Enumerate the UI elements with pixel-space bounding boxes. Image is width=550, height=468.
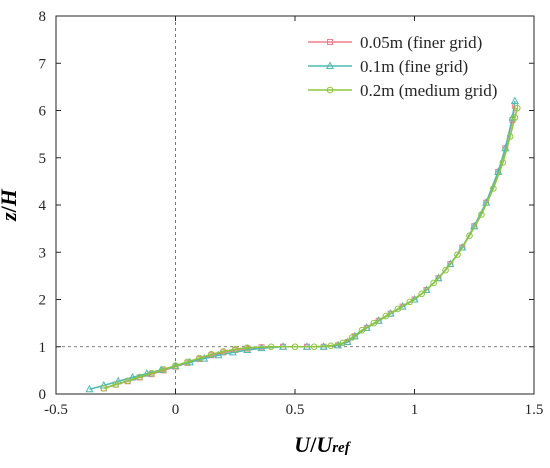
data-point-circle <box>442 266 449 274</box>
series-layer <box>85 96 521 393</box>
data-point-circle <box>349 334 356 341</box>
legend: 0.05m (finer grid) 0.1m (fine grid) 0.2m (… <box>308 33 497 100</box>
legend-marker-triangle <box>325 61 335 69</box>
y-tick-label: 8 <box>39 9 47 25</box>
data-point-circle <box>136 373 143 381</box>
x-tick-label: 0 <box>172 402 180 418</box>
series-line-circle <box>103 107 519 390</box>
data-point-triangle <box>446 259 455 268</box>
data-point-circle <box>172 362 179 369</box>
data-point-triangle <box>85 384 94 393</box>
data-point-circle <box>430 279 437 287</box>
data-point-circle <box>339 339 347 347</box>
data-point-circle <box>406 298 414 306</box>
y-axis-title-slash: / <box>0 205 21 213</box>
legend-entry-square: 0.05m (finer grid) <box>308 33 482 52</box>
y-tick-label: 5 <box>39 151 47 167</box>
data-point-circle <box>327 342 335 350</box>
legend-marker-square <box>327 39 333 45</box>
reference-lines <box>56 16 534 394</box>
legend-label: 0.2m (medium grid) <box>360 81 497 100</box>
x-axis-title-main: U <box>294 432 311 457</box>
x-tick-label: 1.5 <box>525 402 544 418</box>
data-point-circle <box>394 305 402 313</box>
x-axis-title-base: U <box>316 432 333 457</box>
data-point-circle <box>231 345 239 353</box>
y-tick-label: 4 <box>39 198 47 214</box>
x-axis-title: U/Uref <box>294 432 351 457</box>
data-point-circle <box>454 251 461 258</box>
data-point-triangle <box>510 96 519 105</box>
data-point-circle <box>124 377 131 385</box>
y-tick-label: 2 <box>39 293 47 309</box>
legend-entry-triangle: 0.1m (fine grid) <box>308 57 468 76</box>
x-tick-label: -0.5 <box>44 402 68 418</box>
x-axis-title-slash: / <box>309 432 317 457</box>
data-point-circle <box>208 351 215 358</box>
data-point-circle <box>291 343 299 351</box>
data-point-triangle <box>458 242 467 251</box>
data-point-circle <box>220 348 227 355</box>
data-point-circle <box>418 290 425 298</box>
y-axis-title-main: z <box>0 212 21 222</box>
data-point-triangle <box>434 273 443 282</box>
data-point-circle <box>506 133 514 140</box>
y-tick-label: 3 <box>39 245 47 261</box>
legend-entry-circle: 0.2m (medium grid) <box>308 81 497 100</box>
x-tick-label: 1 <box>411 402 419 418</box>
data-point-circle <box>243 344 251 351</box>
y-tick-label: 1 <box>39 340 47 356</box>
series-circle <box>100 104 521 392</box>
y-axis-title-base: H <box>0 188 21 207</box>
x-tick-label: 0.5 <box>286 402 305 418</box>
y-tick-label: 7 <box>39 56 47 72</box>
legend-label: 0.1m (fine grid) <box>360 57 468 76</box>
data-point-circle <box>310 343 318 351</box>
y-tick-label: 6 <box>39 104 47 120</box>
legend-label: 0.05m (finer grid) <box>360 33 482 52</box>
data-point-circle <box>382 312 390 320</box>
data-point-circle <box>184 358 191 366</box>
data-point-circle <box>499 159 507 166</box>
data-point-circle <box>160 366 167 373</box>
data-point-triangle <box>214 350 223 359</box>
data-point-circle <box>267 343 275 351</box>
data-point-circle <box>100 385 108 392</box>
y-tick-label: 0 <box>39 387 47 403</box>
data-point-circle <box>358 326 366 334</box>
legend-marker-circle <box>326 86 334 94</box>
data-point-circle <box>511 114 519 121</box>
data-point-circle <box>466 232 473 240</box>
data-point-triangle <box>508 113 517 121</box>
y-axis-title: z/H <box>0 188 21 222</box>
data-point-circle <box>112 381 120 388</box>
data-point-circle <box>490 185 497 192</box>
data-point-circle <box>148 369 155 377</box>
data-point-circle <box>370 319 378 327</box>
data-point-circle <box>478 211 485 218</box>
x-axis-title-subscript: ref <box>332 440 351 456</box>
data-point-circle <box>196 354 203 362</box>
data-point-triangle <box>422 285 431 294</box>
data-point-circle <box>513 104 521 112</box>
